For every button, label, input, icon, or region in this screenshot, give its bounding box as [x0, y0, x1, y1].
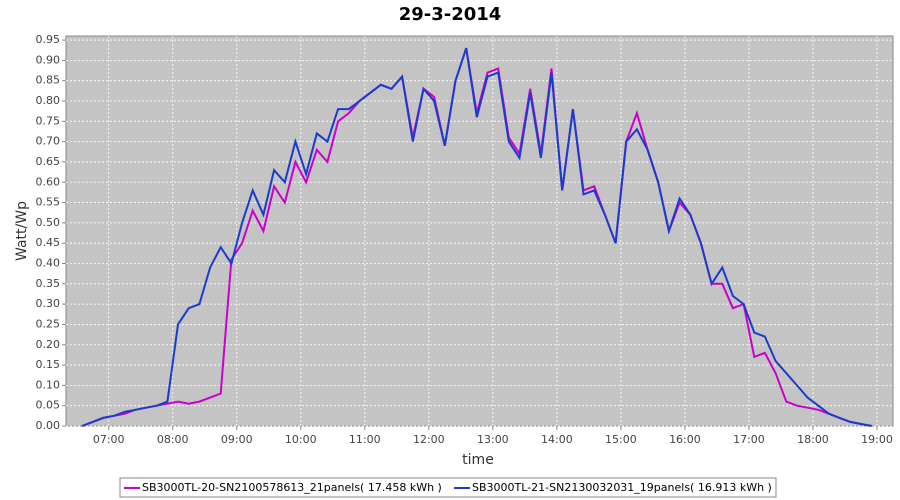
y-tick-label: 0.75	[36, 114, 61, 127]
y-tick-label: 0.20	[36, 338, 61, 351]
y-tick-label: 0.45	[36, 236, 61, 249]
legend	[119, 477, 777, 498]
y-tick-label: 0.00	[36, 419, 61, 432]
chart-title: 29-3-2014	[399, 4, 502, 25]
y-tick-label: 0.60	[36, 175, 61, 188]
y-tick-label: 0.65	[36, 155, 61, 168]
x-tick-label: 16:00	[669, 433, 701, 446]
x-tick-label: 07:00	[93, 433, 125, 446]
y-tick-label: 0.70	[36, 135, 61, 148]
x-tick-label: 08:00	[157, 433, 189, 446]
legend-label: SB3000TL-20-SN2100578613_21panels( 17.45…	[142, 481, 442, 494]
y-tick-label: 0.05	[36, 399, 61, 412]
x-tick-label: 09:00	[221, 433, 253, 446]
plot-area	[65, 35, 894, 427]
y-tick-label: 0.95	[36, 33, 61, 46]
y-tick-label: 0.40	[36, 257, 61, 270]
y-tick-label: 0.35	[36, 277, 61, 290]
y-tick-label: 0.90	[36, 53, 61, 66]
y-tick-label: 0.10	[36, 378, 61, 391]
y-tick-label: 0.85	[36, 74, 61, 87]
x-tick-label: 12:00	[413, 433, 445, 446]
x-tick-label: 14:00	[541, 433, 573, 446]
x-tick-label: 15:00	[605, 433, 637, 446]
y-tick-label: 0.50	[36, 216, 61, 229]
y-tick-label: 0.80	[36, 94, 61, 107]
x-tick-label: 10:00	[285, 433, 317, 446]
x-axis-label: time	[462, 452, 494, 468]
x-tick-label: 17:00	[733, 433, 765, 446]
series-line	[81, 47, 872, 427]
x-tick-label: 18:00	[797, 433, 829, 446]
y-tick-label: 0.15	[36, 358, 61, 371]
y-tick-label: 0.55	[36, 196, 61, 209]
x-tick-label: 19:00	[861, 433, 893, 446]
y-axis-label: Watt/Wp	[14, 201, 30, 261]
x-tick-label: 13:00	[477, 433, 509, 446]
y-tick-label: 0.30	[36, 297, 61, 310]
legend-label: SB3000TL-21-SN2130032031_19panels( 16.91…	[472, 481, 772, 494]
x-tick-label: 11:00	[349, 433, 381, 446]
y-tick-label: 0.25	[36, 317, 61, 330]
